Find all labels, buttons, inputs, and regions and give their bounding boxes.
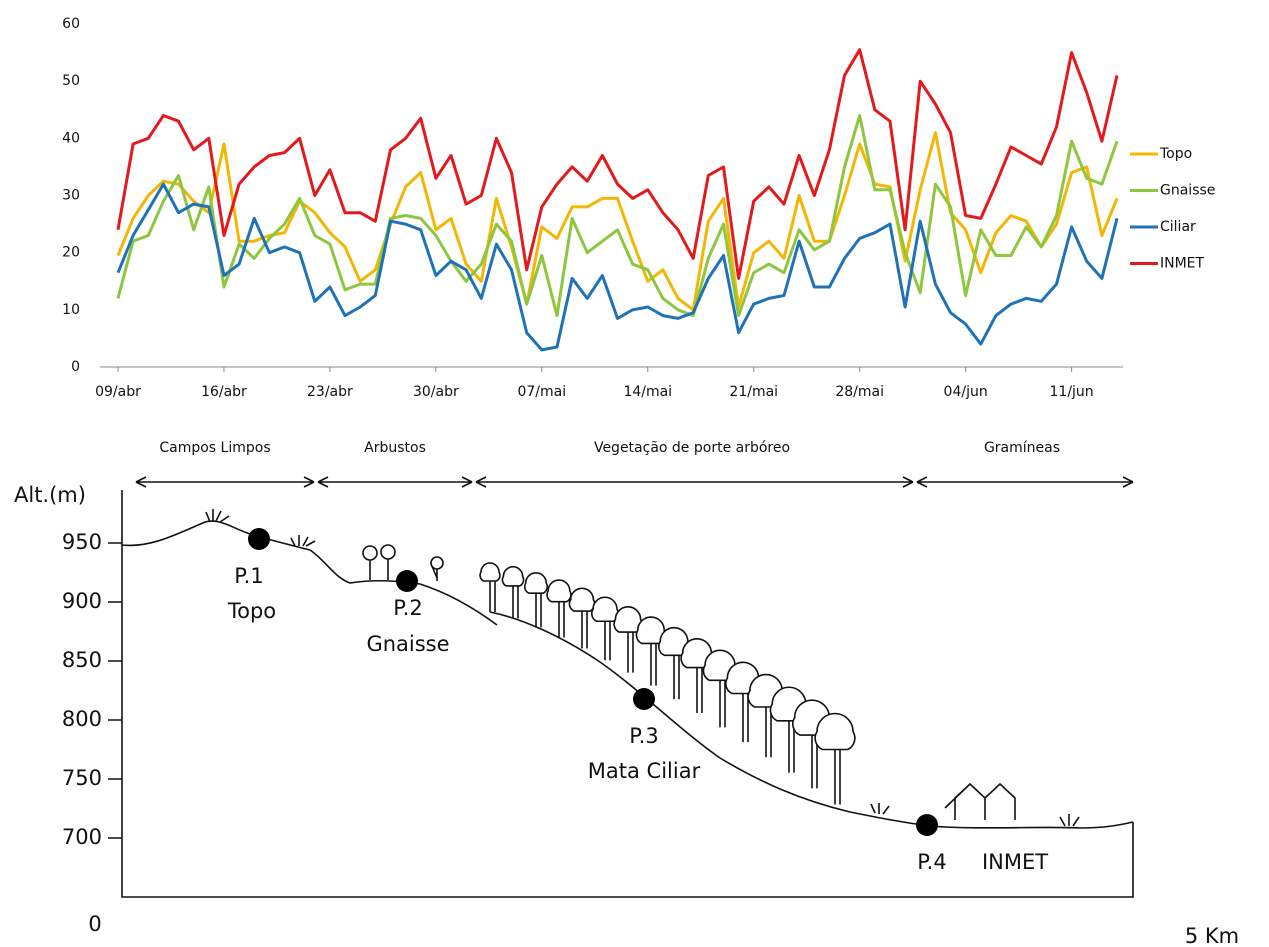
station-name: INMET (982, 850, 1048, 874)
y-tick-label: 10 (62, 302, 80, 318)
tree (490, 581, 495, 612)
distance-start: 0 (88, 912, 101, 936)
y-tick-label: 20 (62, 245, 80, 261)
zone-label: Campos Limpos (159, 440, 270, 456)
altitude-tick-label: 850 (62, 648, 102, 672)
legend-label: Topo (1159, 146, 1192, 162)
station-marker (633, 688, 655, 710)
legend-label: Gnaisse (1160, 183, 1215, 199)
x-tick-label: 23/abr (307, 384, 353, 400)
station-marker (248, 528, 270, 550)
altitude-tick-label: 950 (62, 530, 102, 554)
station-id: P.4 (917, 850, 946, 874)
x-tick-label: 28/mai (835, 384, 884, 400)
series-line (118, 50, 1117, 279)
altitude-tick-label: 900 (62, 589, 102, 613)
tree (835, 750, 840, 805)
zone-label: Arbustos (364, 440, 426, 456)
station-id: P.3 (629, 724, 658, 748)
station-name: Topo (227, 599, 276, 623)
altitude-axis-label: Alt.(m) (14, 483, 86, 507)
zone-label: Gramíneas (984, 440, 1060, 456)
x-tick-label: 14/mai (623, 384, 672, 400)
tree (582, 611, 587, 648)
figure: Campos Limpos Arbustos Vegetação de port… (0, 0, 1269, 947)
tree-crown (815, 714, 855, 750)
tree (605, 621, 610, 660)
tree (651, 643, 656, 685)
tree (766, 707, 771, 757)
x-tick-label: 04/jun (944, 384, 988, 400)
tree (674, 655, 679, 699)
distance-end: 5 Km (1185, 924, 1239, 947)
tree (720, 680, 725, 727)
tree-crown (502, 567, 523, 586)
station-name: Mata Ciliar (588, 759, 701, 783)
tree-crown (547, 580, 571, 602)
x-tick-label: 09/abr (95, 384, 141, 400)
altitude-tick-label: 750 (62, 766, 102, 790)
profile-frame (122, 490, 1133, 897)
legend-label: Ciliar (1160, 219, 1196, 235)
y-tick-label: 40 (62, 130, 80, 146)
tree (559, 602, 564, 638)
tree (743, 693, 748, 742)
legend-label: INMET (1160, 256, 1205, 272)
zone-arrows (136, 477, 1133, 487)
tree (628, 632, 633, 673)
station-name: Gnaisse (366, 632, 449, 656)
altitude-tick-label: 700 (62, 825, 102, 849)
station-id: P.2 (393, 596, 422, 620)
altitude-tick-label: 800 (62, 707, 102, 731)
x-tick-label: 16/abr (201, 384, 247, 400)
tree-crown (569, 588, 594, 611)
y-tick-label: 0 (71, 359, 80, 375)
tree-crown (592, 597, 618, 621)
zone-label: Vegetação de porte arbóreo (594, 440, 790, 456)
tree (697, 668, 702, 713)
x-tick-label: 30/abr (413, 384, 459, 400)
y-tick-label: 30 (62, 188, 80, 204)
station-marker (916, 814, 938, 836)
y-tick-label: 60 (62, 16, 80, 32)
x-tick-label: 07/mai (517, 384, 566, 400)
tree-crown (480, 563, 500, 581)
x-tick-label: 21/mai (729, 384, 778, 400)
tree-crown (525, 573, 548, 593)
station-id: P.1 (234, 564, 263, 588)
x-tick-label: 11/jun (1050, 384, 1094, 400)
series-line (118, 184, 1117, 350)
tree (513, 586, 518, 619)
y-tick-label: 50 (62, 73, 80, 89)
tree (536, 593, 541, 627)
station-marker (396, 570, 418, 592)
